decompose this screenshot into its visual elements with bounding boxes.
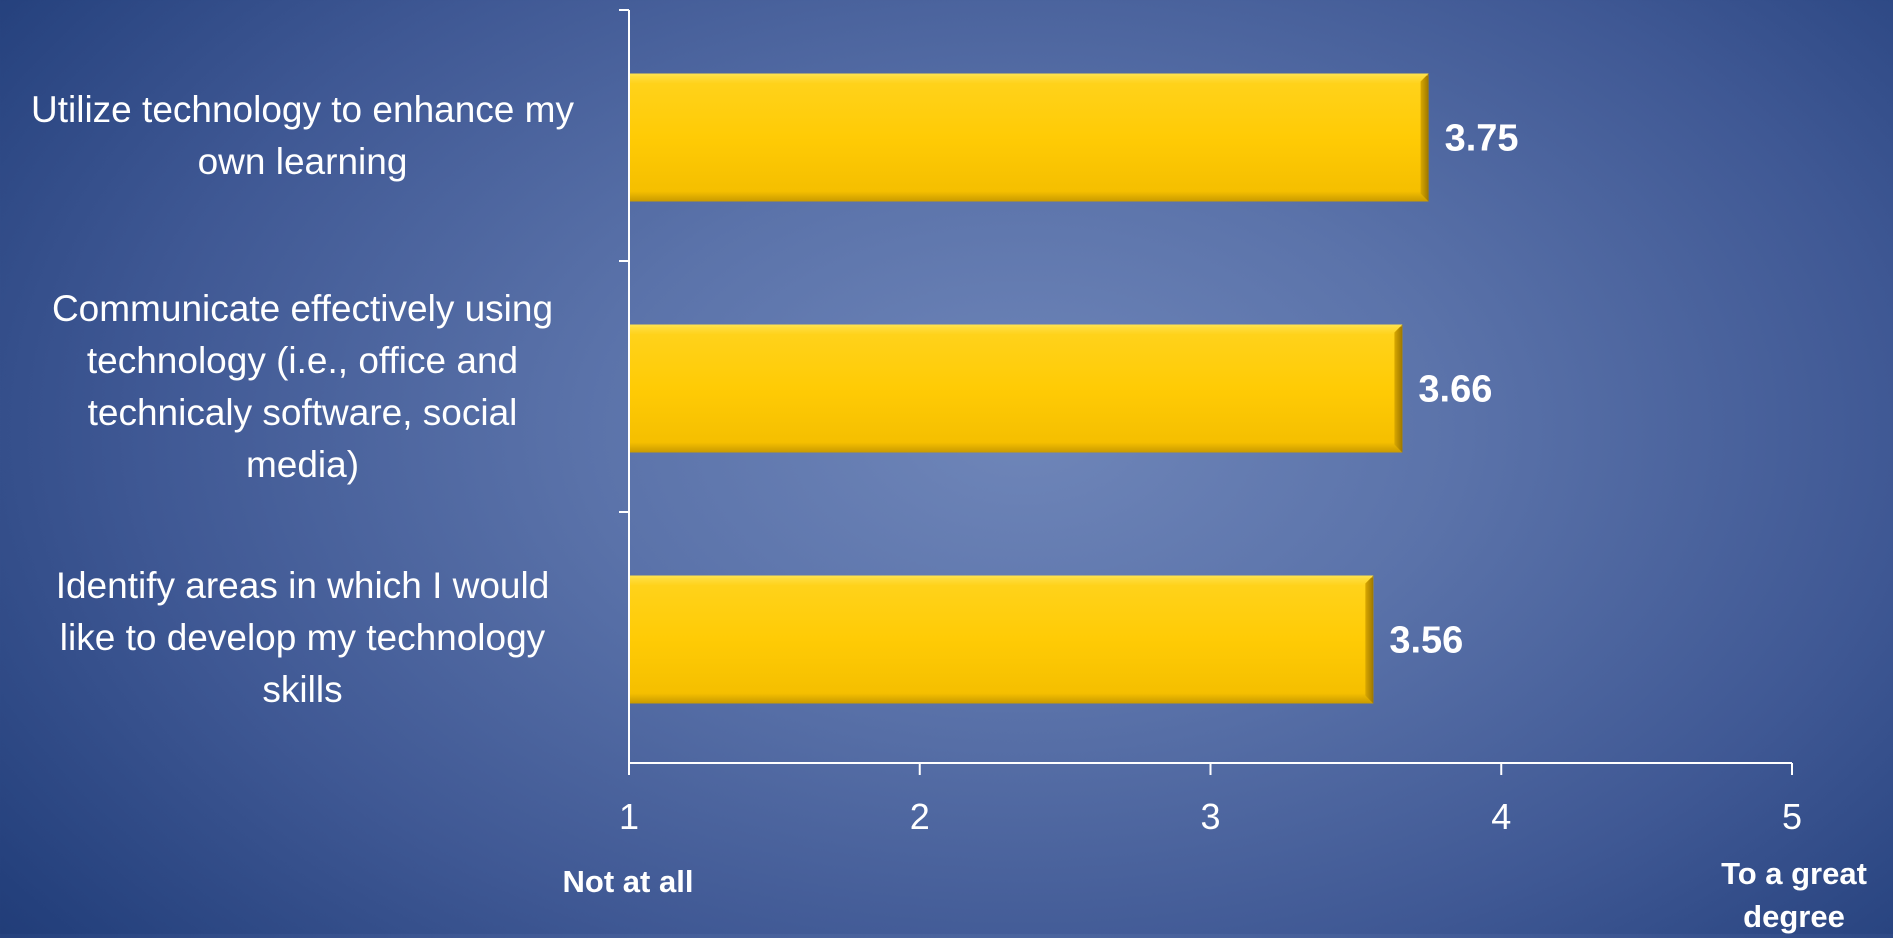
bar-1 bbox=[629, 73, 1429, 202]
category-label-2: Communicate effectively using technology… bbox=[51, 287, 554, 485]
category-label-3: Identify areas in which I would like to … bbox=[55, 564, 550, 710]
bar-2 bbox=[629, 324, 1403, 453]
category-label-1: Utilize technology to enhance my own lea… bbox=[31, 88, 574, 182]
data-label-2: 3.66 bbox=[1418, 369, 1492, 411]
x-tick-label-4: 4 bbox=[1491, 796, 1511, 837]
scale-label-low: Not at all bbox=[562, 864, 694, 899]
scale-label-high: To a great degree bbox=[1721, 856, 1867, 934]
data-label-3: 3.56 bbox=[1389, 620, 1463, 662]
bar-3 bbox=[629, 575, 1374, 704]
x-tick-label-1: 1 bbox=[619, 796, 639, 837]
data-label-1: 3.75 bbox=[1445, 118, 1519, 160]
x-tick-label-3: 3 bbox=[1200, 796, 1220, 837]
x-tick-label-5: 5 bbox=[1782, 796, 1802, 837]
x-tick-label-2: 2 bbox=[910, 796, 930, 837]
